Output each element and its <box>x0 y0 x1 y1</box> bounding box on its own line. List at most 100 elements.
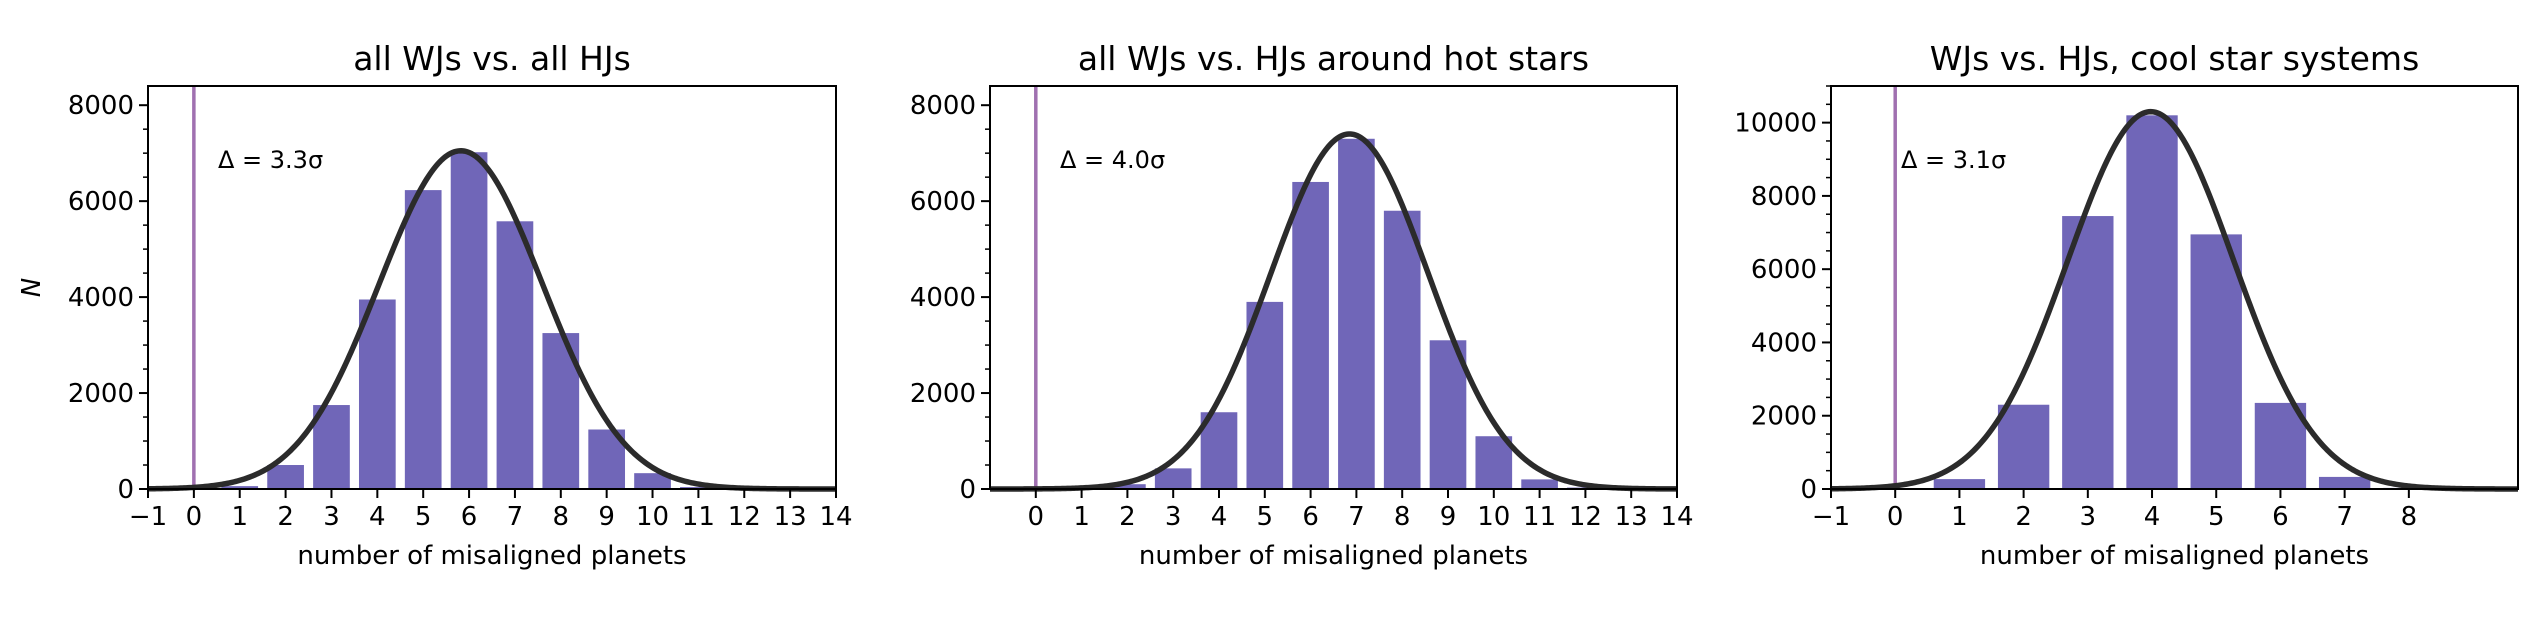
bar <box>267 465 304 489</box>
bar <box>358 299 396 489</box>
y-tick-label: 8000 <box>68 91 134 121</box>
bar <box>1997 404 2050 489</box>
x-tick-label: 10 <box>1477 502 1510 532</box>
y-tick-label: 8000 <box>1751 182 1817 212</box>
bar <box>2318 476 2371 489</box>
delta-annotation: Δ = 3.3σ <box>218 146 323 174</box>
x-tick-label: 7 <box>1348 502 1365 532</box>
x-tick-label: 1 <box>1073 502 1090 532</box>
bar <box>2254 402 2307 489</box>
panel-1: −1 0 1 2 3 4 5 6 7 8 9 10 11 12 13 1402000400060008000a… <box>17 39 853 571</box>
x-tick-label: 5 <box>1257 502 1274 532</box>
x-tick-label: 4 <box>369 502 386 532</box>
x-axis-label: number of misaligned planets <box>1980 541 2369 571</box>
x-tick-label: 8 <box>553 502 570 532</box>
y-tick-label: 0 <box>959 475 976 505</box>
bar <box>1292 181 1329 489</box>
bar <box>1383 210 1421 489</box>
x-tick-label: 2 <box>1119 502 1136 532</box>
x-tick-label: 12 <box>1569 502 1602 532</box>
y-tick-label: 2000 <box>910 379 976 409</box>
y-tick-label: 10000 <box>1734 109 1817 139</box>
x-tick-label: −1 <box>1812 502 1850 532</box>
x-tick-label: 0 <box>1028 502 1045 532</box>
y-tick-label: 0 <box>1800 475 1817 505</box>
x-axis-label: number of misaligned planets <box>1139 541 1528 571</box>
y-tick-label: 4000 <box>68 283 134 313</box>
x-tick-label: 14 <box>1660 502 1693 532</box>
bar <box>1246 301 1284 489</box>
y-tick-label: 6000 <box>68 187 134 217</box>
x-tick-label: 6 <box>2272 502 2289 532</box>
x-tick-label: 0 <box>186 502 203 532</box>
y-axis-label: N <box>17 278 47 297</box>
x-tick-label: 5 <box>415 502 432 532</box>
x-tick-label: 9 <box>1440 502 1457 532</box>
delta-annotation: Δ = 4.0σ <box>1060 146 1165 174</box>
x-tick-label: 0 <box>1887 502 1904 532</box>
x-tick-label: 11 <box>1523 502 1556 532</box>
bar <box>2062 216 2114 490</box>
x-tick-label: 12 <box>728 502 761 532</box>
bar <box>313 405 350 489</box>
y-tick-label: 6000 <box>1751 255 1817 285</box>
x-axis-label: number of misaligned planets <box>297 541 686 571</box>
bar <box>496 221 534 490</box>
bar <box>1429 340 1467 489</box>
x-tick-label: 1 <box>1951 502 1968 532</box>
x-tick-label: 4 <box>2144 502 2161 532</box>
x-tick-label: 7 <box>507 502 524 532</box>
y-tick-label: 8000 <box>910 91 976 121</box>
bar <box>1154 468 1192 489</box>
bar <box>2126 115 2178 490</box>
y-tick-label: 4000 <box>1751 328 1817 358</box>
x-tick-label: 1 <box>231 502 248 532</box>
bar <box>1338 138 1375 489</box>
x-tick-label: −1 <box>129 502 167 532</box>
bar <box>1521 479 1558 489</box>
x-tick-label: 7 <box>2336 502 2353 532</box>
x-tick-label: 13 <box>1615 502 1648 532</box>
y-tick-label: 2000 <box>68 379 134 409</box>
x-tick-label: 2 <box>277 502 294 532</box>
x-tick-label: 11 <box>682 502 715 532</box>
x-tick-label: 13 <box>774 502 807 532</box>
bar <box>634 473 671 489</box>
y-tick-label: 0 <box>117 475 134 505</box>
x-tick-label: 3 <box>323 502 340 532</box>
x-tick-label: 4 <box>1211 502 1228 532</box>
chart-title: WJs vs. HJs, cool star systems <box>1930 39 2420 78</box>
bar <box>1475 436 1513 489</box>
x-tick-label: 6 <box>1302 502 1319 532</box>
bar <box>1109 484 1146 489</box>
gaussian-fit-curve <box>990 131 1678 492</box>
bar <box>450 152 488 489</box>
x-tick-label: 2 <box>2015 502 2032 532</box>
gaussian-fit-curve <box>1830 108 2518 492</box>
x-tick-label: 9 <box>598 502 615 532</box>
x-tick-label: 10 <box>636 502 669 532</box>
x-tick-label: 6 <box>461 502 478 532</box>
x-tick-label: 3 <box>1165 502 1182 532</box>
chart-title: all WJs vs. all HJs <box>353 39 631 78</box>
x-tick-label: 3 <box>2080 502 2097 532</box>
axes-frame <box>147 85 837 490</box>
bar <box>404 190 442 489</box>
bar <box>221 486 259 489</box>
x-tick-label: 14 <box>819 502 852 532</box>
x-tick-label: 8 <box>1394 502 1411 532</box>
axes-frame <box>989 85 1678 490</box>
bar <box>1933 479 1986 489</box>
delta-annotation: Δ = 3.1σ <box>1901 146 2006 174</box>
bar <box>2190 234 2242 489</box>
x-tick-label: 5 <box>2208 502 2225 532</box>
panel-2: 0 1 2 3 4 5 6 7 8 9 10 11 12 13 1402000400060008000all… <box>910 39 1694 571</box>
gaussian-fit-curve <box>147 148 836 492</box>
y-tick-label: 4000 <box>910 283 976 313</box>
y-tick-label: 6000 <box>910 187 976 217</box>
x-tick-label: 8 <box>2401 502 2418 532</box>
chart-title: all WJs vs. HJs around hot stars <box>1078 39 1589 78</box>
y-tick-label: 2000 <box>1751 402 1817 432</box>
